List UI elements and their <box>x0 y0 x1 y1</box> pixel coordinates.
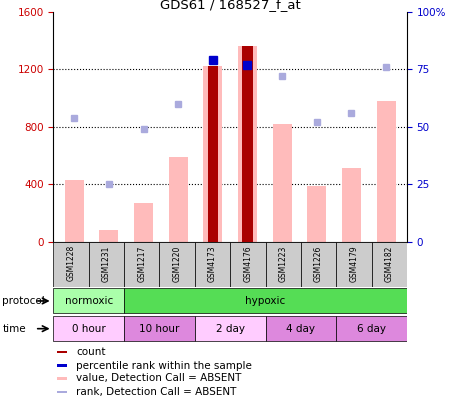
Bar <box>169 157 188 242</box>
Bar <box>242 46 253 242</box>
Bar <box>272 124 292 242</box>
Text: normoxic: normoxic <box>65 296 113 306</box>
Bar <box>372 242 407 287</box>
Title: GDS61 / 168527_f_at: GDS61 / 168527_f_at <box>160 0 300 11</box>
Text: GSM1226: GSM1226 <box>314 245 323 282</box>
Text: GSM1228: GSM1228 <box>66 245 76 282</box>
Bar <box>53 316 124 341</box>
Bar <box>124 242 159 287</box>
Text: GSM1220: GSM1220 <box>173 245 182 282</box>
Bar <box>195 316 266 341</box>
Bar <box>342 168 361 242</box>
Text: 0 hour: 0 hour <box>72 324 106 334</box>
Bar <box>89 242 124 287</box>
Bar <box>53 288 124 314</box>
Text: GSM1223: GSM1223 <box>279 245 288 282</box>
Text: count: count <box>76 347 106 357</box>
Text: 6 day: 6 day <box>357 324 386 334</box>
Bar <box>336 242 372 287</box>
Bar <box>266 242 301 287</box>
Text: GSM4179: GSM4179 <box>349 245 359 282</box>
Text: GSM4182: GSM4182 <box>385 245 394 282</box>
Text: hypoxic: hypoxic <box>246 296 286 306</box>
Bar <box>195 242 230 287</box>
Bar <box>266 316 336 341</box>
Bar <box>207 67 218 242</box>
Bar <box>124 316 195 341</box>
Text: GSM4176: GSM4176 <box>243 245 252 282</box>
Text: protocol: protocol <box>2 296 45 306</box>
Bar <box>57 377 66 379</box>
Bar <box>57 364 66 367</box>
Text: GSM4173: GSM4173 <box>208 245 217 282</box>
Text: 10 hour: 10 hour <box>140 324 179 334</box>
Text: time: time <box>2 324 26 334</box>
Bar <box>53 242 89 287</box>
Bar <box>57 390 66 393</box>
Bar <box>65 180 84 242</box>
Bar <box>336 316 407 341</box>
Bar <box>238 46 257 242</box>
Text: percentile rank within the sample: percentile rank within the sample <box>76 360 252 371</box>
Text: 4 day: 4 day <box>286 324 315 334</box>
Bar <box>230 242 266 287</box>
Bar <box>301 242 336 287</box>
Bar <box>134 203 153 242</box>
Text: GSM1231: GSM1231 <box>102 245 111 282</box>
Text: 2 day: 2 day <box>216 324 245 334</box>
Bar <box>307 186 326 242</box>
Bar <box>159 242 195 287</box>
Text: GSM1217: GSM1217 <box>137 245 146 282</box>
Bar <box>377 101 396 242</box>
Bar <box>100 230 119 242</box>
Text: rank, Detection Call = ABSENT: rank, Detection Call = ABSENT <box>76 387 237 396</box>
Bar <box>203 67 222 242</box>
Bar <box>124 288 407 314</box>
Text: value, Detection Call = ABSENT: value, Detection Call = ABSENT <box>76 373 242 383</box>
Bar <box>57 351 66 353</box>
